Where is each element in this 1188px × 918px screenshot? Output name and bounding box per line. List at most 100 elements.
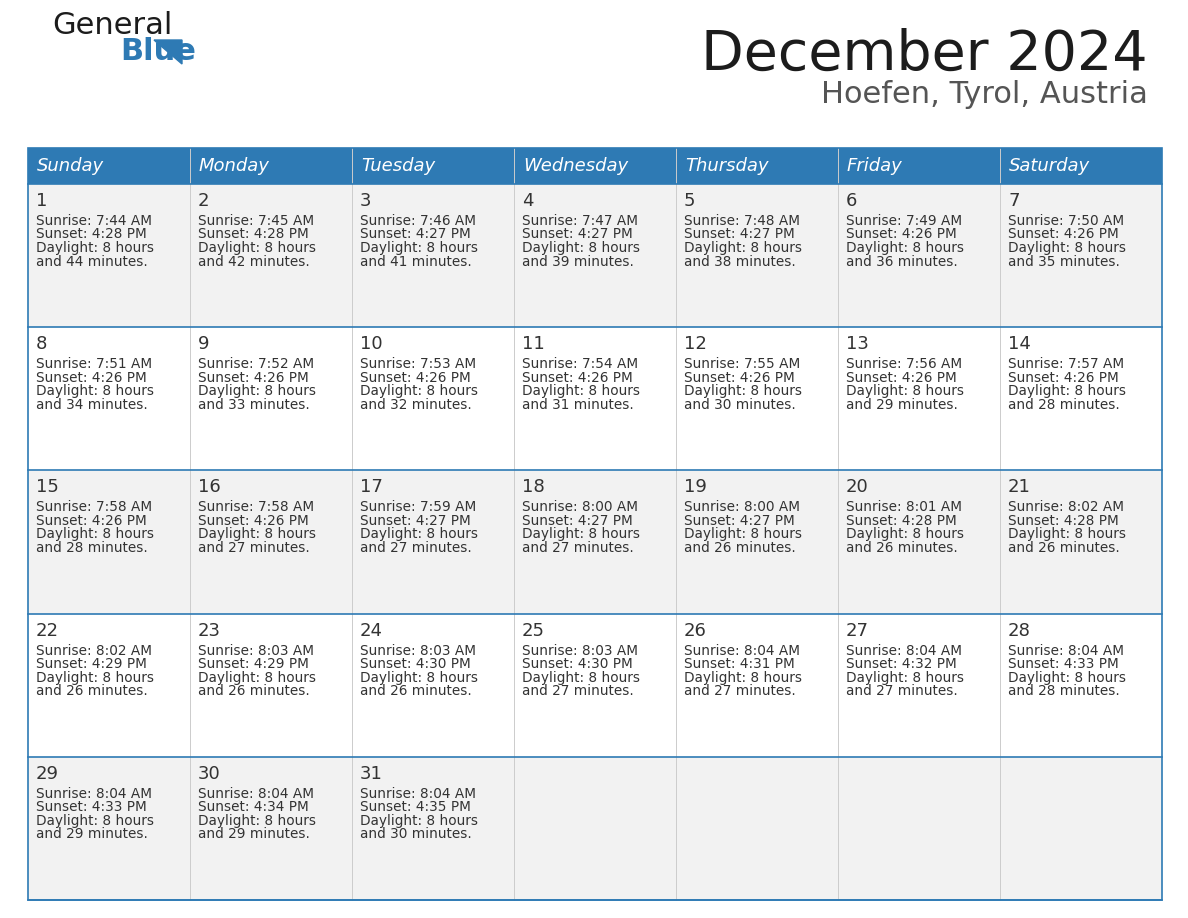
Text: and 27 minutes.: and 27 minutes. (522, 684, 633, 698)
Text: Tuesday: Tuesday (361, 157, 435, 175)
Text: Sunrise: 7:56 AM: Sunrise: 7:56 AM (846, 357, 962, 371)
Text: Daylight: 8 hours: Daylight: 8 hours (36, 813, 154, 828)
Text: Daylight: 8 hours: Daylight: 8 hours (846, 385, 963, 398)
Text: Sunrise: 7:53 AM: Sunrise: 7:53 AM (360, 357, 476, 371)
Text: Daylight: 8 hours: Daylight: 8 hours (1007, 671, 1126, 685)
Text: Sunset: 4:33 PM: Sunset: 4:33 PM (36, 800, 147, 814)
Text: Sunrise: 7:58 AM: Sunrise: 7:58 AM (36, 500, 152, 514)
Text: Sunrise: 8:02 AM: Sunrise: 8:02 AM (1007, 500, 1124, 514)
Text: Sunrise: 7:59 AM: Sunrise: 7:59 AM (360, 500, 476, 514)
Bar (29, 148, 1162, 900)
Text: Daylight: 8 hours: Daylight: 8 hours (198, 671, 316, 685)
Text: Sunrise: 7:54 AM: Sunrise: 7:54 AM (522, 357, 638, 371)
Text: Sunset: 4:34 PM: Sunset: 4:34 PM (198, 800, 309, 814)
Text: Daylight: 8 hours: Daylight: 8 hours (360, 385, 478, 398)
Text: Sunset: 4:26 PM: Sunset: 4:26 PM (1007, 228, 1119, 241)
Text: Daylight: 8 hours: Daylight: 8 hours (846, 528, 963, 542)
Text: 24: 24 (360, 621, 383, 640)
Text: Daylight: 8 hours: Daylight: 8 hours (684, 241, 802, 255)
Text: Sunset: 4:26 PM: Sunset: 4:26 PM (522, 371, 633, 385)
Text: and 44 minutes.: and 44 minutes. (36, 254, 147, 268)
Text: Thursday: Thursday (685, 157, 769, 175)
Text: Sunset: 4:26 PM: Sunset: 4:26 PM (36, 371, 147, 385)
Text: and 27 minutes.: and 27 minutes. (198, 541, 310, 554)
Text: 2: 2 (198, 192, 209, 210)
Text: Sunset: 4:29 PM: Sunset: 4:29 PM (198, 657, 309, 671)
Text: and 26 minutes.: and 26 minutes. (846, 541, 958, 554)
Text: Saturday: Saturday (1009, 157, 1091, 175)
Text: Daylight: 8 hours: Daylight: 8 hours (36, 385, 154, 398)
Text: 31: 31 (360, 765, 383, 783)
Text: Daylight: 8 hours: Daylight: 8 hours (360, 671, 478, 685)
Text: 13: 13 (846, 335, 868, 353)
Text: 16: 16 (198, 478, 221, 497)
Text: and 34 minutes.: and 34 minutes. (36, 397, 147, 411)
Text: Daylight: 8 hours: Daylight: 8 hours (1007, 528, 1126, 542)
Text: Daylight: 8 hours: Daylight: 8 hours (522, 241, 640, 255)
Text: Daylight: 8 hours: Daylight: 8 hours (198, 241, 316, 255)
Text: Sunrise: 7:44 AM: Sunrise: 7:44 AM (36, 214, 152, 228)
Text: Sunset: 4:29 PM: Sunset: 4:29 PM (36, 657, 147, 671)
Text: Daylight: 8 hours: Daylight: 8 hours (360, 528, 478, 542)
Text: Sunrise: 8:02 AM: Sunrise: 8:02 AM (36, 644, 152, 657)
Text: and 26 minutes.: and 26 minutes. (198, 684, 310, 698)
Text: Sunset: 4:26 PM: Sunset: 4:26 PM (1007, 371, 1119, 385)
Text: Monday: Monday (200, 157, 270, 175)
Text: 29: 29 (36, 765, 59, 783)
Bar (29, 184, 1162, 327)
Text: Sunrise: 7:52 AM: Sunrise: 7:52 AM (198, 357, 314, 371)
Text: and 28 minutes.: and 28 minutes. (36, 541, 147, 554)
Text: Sunday: Sunday (37, 157, 105, 175)
Text: 21: 21 (1007, 478, 1031, 497)
Text: Sunset: 4:26 PM: Sunset: 4:26 PM (846, 228, 956, 241)
Text: Friday: Friday (847, 157, 903, 175)
Text: 23: 23 (198, 621, 221, 640)
Text: General: General (52, 11, 172, 40)
Text: Sunset: 4:31 PM: Sunset: 4:31 PM (684, 657, 795, 671)
Text: Sunrise: 7:49 AM: Sunrise: 7:49 AM (846, 214, 962, 228)
Text: 5: 5 (684, 192, 695, 210)
Text: Daylight: 8 hours: Daylight: 8 hours (36, 528, 154, 542)
Text: Sunset: 4:26 PM: Sunset: 4:26 PM (684, 371, 795, 385)
Text: and 26 minutes.: and 26 minutes. (360, 684, 472, 698)
Text: Sunrise: 7:45 AM: Sunrise: 7:45 AM (198, 214, 314, 228)
Text: Sunrise: 8:04 AM: Sunrise: 8:04 AM (684, 644, 800, 657)
Text: 22: 22 (36, 621, 59, 640)
Text: December 2024: December 2024 (701, 28, 1148, 82)
Text: Sunrise: 8:04 AM: Sunrise: 8:04 AM (1007, 644, 1124, 657)
Text: and 30 minutes.: and 30 minutes. (360, 827, 472, 841)
Text: 4: 4 (522, 192, 533, 210)
Text: Sunset: 4:32 PM: Sunset: 4:32 PM (846, 657, 956, 671)
Text: and 30 minutes.: and 30 minutes. (684, 397, 796, 411)
Text: and 27 minutes.: and 27 minutes. (360, 541, 472, 554)
Text: and 35 minutes.: and 35 minutes. (1007, 254, 1120, 268)
Text: Daylight: 8 hours: Daylight: 8 hours (360, 241, 478, 255)
Text: 25: 25 (522, 621, 545, 640)
Text: 6: 6 (846, 192, 858, 210)
Text: Sunrise: 8:00 AM: Sunrise: 8:00 AM (684, 500, 800, 514)
Text: Sunset: 4:28 PM: Sunset: 4:28 PM (36, 228, 147, 241)
Text: Daylight: 8 hours: Daylight: 8 hours (522, 528, 640, 542)
Text: Sunrise: 7:48 AM: Sunrise: 7:48 AM (684, 214, 800, 228)
Text: Sunset: 4:26 PM: Sunset: 4:26 PM (360, 371, 470, 385)
Text: Daylight: 8 hours: Daylight: 8 hours (198, 385, 316, 398)
Text: Daylight: 8 hours: Daylight: 8 hours (522, 385, 640, 398)
Text: and 28 minutes.: and 28 minutes. (1007, 684, 1120, 698)
Text: Sunset: 4:26 PM: Sunset: 4:26 PM (846, 371, 956, 385)
Text: and 41 minutes.: and 41 minutes. (360, 254, 472, 268)
Text: Sunset: 4:26 PM: Sunset: 4:26 PM (198, 371, 309, 385)
Text: Sunset: 4:27 PM: Sunset: 4:27 PM (522, 228, 633, 241)
Text: Daylight: 8 hours: Daylight: 8 hours (684, 671, 802, 685)
Text: 11: 11 (522, 335, 545, 353)
Text: and 31 minutes.: and 31 minutes. (522, 397, 633, 411)
Text: 19: 19 (684, 478, 707, 497)
Text: Sunset: 4:27 PM: Sunset: 4:27 PM (360, 514, 470, 528)
Text: Sunrise: 7:55 AM: Sunrise: 7:55 AM (684, 357, 801, 371)
Text: and 29 minutes.: and 29 minutes. (36, 827, 147, 841)
Text: and 39 minutes.: and 39 minutes. (522, 254, 634, 268)
Text: Blue: Blue (120, 37, 196, 66)
Text: Sunset: 4:26 PM: Sunset: 4:26 PM (36, 514, 147, 528)
Text: Sunrise: 8:03 AM: Sunrise: 8:03 AM (360, 644, 476, 657)
Bar (29, 613, 1162, 756)
Text: Sunrise: 8:01 AM: Sunrise: 8:01 AM (846, 500, 962, 514)
